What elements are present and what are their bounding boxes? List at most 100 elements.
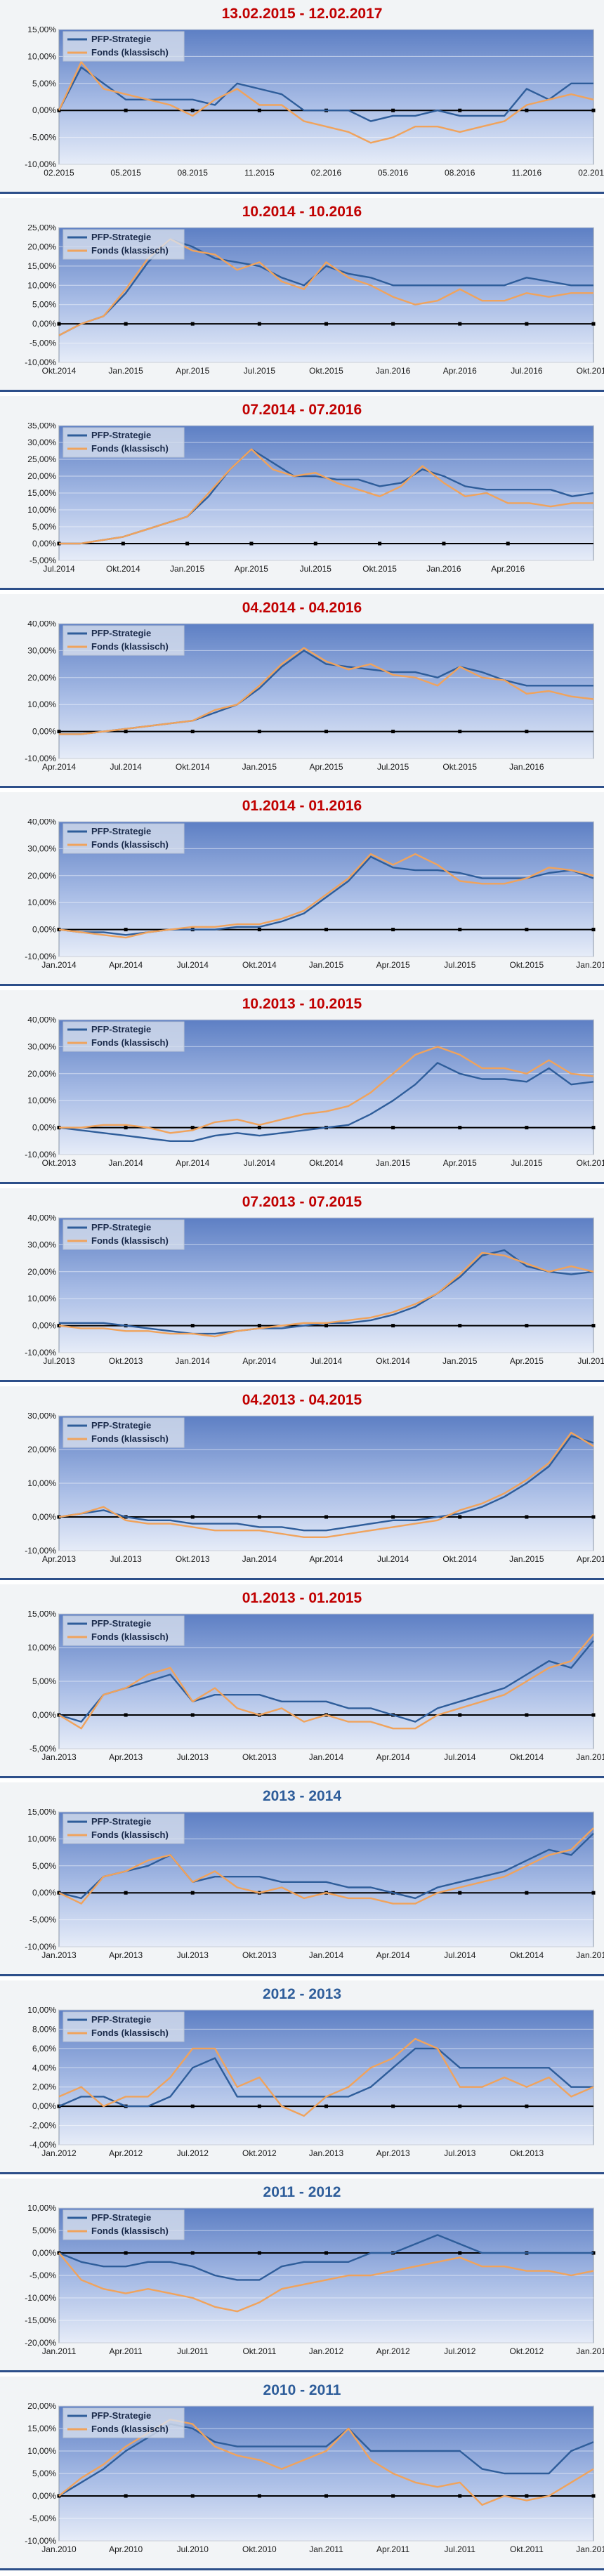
legend-label: Fonds (klassisch) [91, 1829, 169, 1840]
x-tick-mark [378, 541, 382, 546]
y-tick-label: 0,00% [32, 1512, 56, 1522]
legend-label: Fonds (klassisch) [91, 47, 169, 58]
x-tick-mark [124, 1126, 128, 1130]
y-tick-label: 0,00% [32, 925, 56, 935]
x-tick-mark [190, 1515, 195, 1519]
x-tick-mark [324, 928, 328, 932]
x-tick-mark [249, 541, 254, 546]
x-tick-label: Jul.2014 [377, 1554, 409, 1564]
x-tick-label: Jan.2012 [576, 2544, 604, 2554]
x-tick-label: Jul.2011 [177, 2346, 209, 2356]
legend: PFP-Strategie Fonds (klassisch) [63, 625, 185, 656]
x-tick-label: Jul.2015 [300, 564, 332, 574]
x-tick-label: Jul.2011 [445, 2544, 476, 2554]
legend-box [63, 1813, 185, 1844]
chart-panel: 2010 - 2011 -10,00% -5,00% 0,00% 5,00% 10,00%… [0, 2377, 604, 2570]
x-tick-label: Okt.2014 [442, 1554, 477, 1564]
x-tick-label: Okt.2013 [242, 1950, 277, 1960]
x-tick-label: Okt.2016 [577, 366, 604, 376]
x-tick-mark [257, 2494, 261, 2498]
x-tick-mark [124, 322, 128, 326]
x-tick-label: Jul.2012 [177, 2148, 209, 2158]
x-tick-label: Jul.2015 [444, 960, 476, 970]
x-tick-mark [257, 1126, 261, 1130]
legend-label: PFP-Strategie [91, 1816, 151, 1827]
x-tick-mark [257, 1515, 261, 1519]
x-tick-label: Okt.2014 [106, 564, 140, 574]
legend-label: Fonds (klassisch) [91, 2028, 169, 2038]
legend-label: PFP-Strategie [91, 1222, 151, 1233]
x-tick-label: Okt.2013 [510, 2148, 544, 2158]
x-tick-label: Jan.2015 [170, 564, 205, 574]
y-tick-label: 0,00% [32, 1321, 56, 1331]
y-tick-label: 30,00% [27, 1413, 56, 1421]
x-tick-label: Jan.2015 [108, 366, 143, 376]
x-tick-label: 05.2016 [378, 168, 409, 178]
legend: PFP-Strategie Fonds (klassisch) [63, 1021, 185, 1052]
y-tick-label: 10,00% [27, 898, 56, 907]
x-tick-label: 02.2015 [44, 168, 74, 178]
y-tick-label: -5,00% [29, 1744, 56, 1754]
chart-panel: 01.2014 - 01.2016 -10,00% 0,00% 10,00% 20,00… [0, 792, 604, 986]
y-tick-label: -5,00% [29, 2513, 56, 2523]
y-tick-label: 0,00% [32, 105, 56, 115]
y-tick-label: -2,00% [29, 2121, 56, 2131]
x-tick-label: Jul.2014 [244, 1158, 276, 1168]
y-tick-label: 30,00% [27, 438, 56, 447]
x-tick-mark [525, 1324, 529, 1328]
x-tick-mark [324, 2251, 328, 2255]
y-tick-label: 20,00% [27, 242, 56, 251]
x-tick-label: Okt.2015 [362, 564, 397, 574]
y-tick-label: 15,00% [27, 488, 56, 498]
x-tick-label: Jul.2013 [177, 1752, 209, 1762]
y-tick-label: 20,00% [27, 1445, 56, 1454]
x-tick-label: Jan.2014 [309, 1752, 344, 1762]
x-tick-label: Okt.2014 [376, 1356, 410, 1366]
chart-panel: 04.2013 - 04.2015 -10,00% 0,00% 10,00% 20,00… [0, 1386, 604, 1580]
y-tick-label: 0,00% [32, 2101, 56, 2111]
x-tick-label: Jan.2016 [509, 762, 544, 772]
x-tick-mark [324, 322, 328, 326]
chart-panel: 07.2014 - 07.2016 -5,00% 0,00% 5,00% 10,00% 1… [0, 396, 604, 590]
x-tick-label: Okt.2015 [510, 960, 544, 970]
legend: PFP-Strategie Fonds (klassisch) [63, 2209, 185, 2240]
series-line-fonds [58, 1827, 594, 1905]
x-tick-mark [57, 928, 61, 932]
x-tick-label: Okt.2012 [510, 2346, 544, 2356]
x-tick-label: Jan.2015 [509, 1554, 544, 1564]
x-tick-mark [591, 1515, 596, 1519]
legend: PFP-Strategie Fonds (klassisch) [63, 2011, 185, 2042]
y-tick-label: 10,00% [27, 699, 56, 709]
line-chart: -10,00% 0,00% 10,00% 20,00% 30,00% 40,00% Jul.… [25, 1215, 604, 1366]
y-tick-label: -10,00% [25, 159, 56, 169]
y-tick-label: -10,00% [25, 1348, 56, 1358]
x-tick-label: 11.2015 [244, 168, 275, 178]
x-tick-mark [591, 322, 596, 326]
x-tick-mark [391, 1126, 395, 1130]
series-line-fonds [59, 1046, 594, 1134]
chart-title: 01.2013 - 01.2015 [242, 1590, 362, 1606]
x-tick-mark [190, 108, 195, 112]
x-tick-mark [190, 2251, 195, 2255]
series-line-fonds [58, 60, 594, 144]
x-tick-label: Jan.2015 [576, 1950, 604, 1960]
x-tick-mark [525, 1713, 529, 1717]
legend: PFP-Strategie Fonds (klassisch) [63, 1417, 185, 1448]
y-tick-label: 5,00% [32, 1861, 56, 1871]
y-tick-label: 5,00% [32, 1676, 56, 1686]
x-tick-label: Apr.2014 [242, 1356, 276, 1366]
x-tick-mark [57, 1324, 61, 1328]
line-chart: -10,00% 0,00% 10,00% 20,00% 30,00% 40,00% Apr.… [25, 621, 594, 772]
y-tick-label: 0,00% [32, 2248, 56, 2258]
x-tick-mark [525, 928, 529, 932]
x-tick-label: Apr.2014 [109, 960, 143, 970]
x-tick-mark [190, 1126, 195, 1130]
x-tick-label: Jul.2015 [577, 1356, 604, 1366]
y-tick-label: 10,00% [27, 1834, 56, 1844]
line-chart: -10,00% 0,00% 10,00% 20,00% 30,00% 40,00% Okt.… [25, 1017, 604, 1168]
legend-label: Fonds (klassisch) [91, 641, 169, 652]
line-chart: -10,00% 0,00% 10,00% 20,00% 30,00% 40,00% Jan.… [25, 819, 604, 970]
y-tick-label: 5,00% [32, 300, 56, 310]
y-tick-label: 25,00% [27, 454, 56, 464]
legend: PFP-Strategie Fonds (klassisch) [63, 427, 185, 458]
